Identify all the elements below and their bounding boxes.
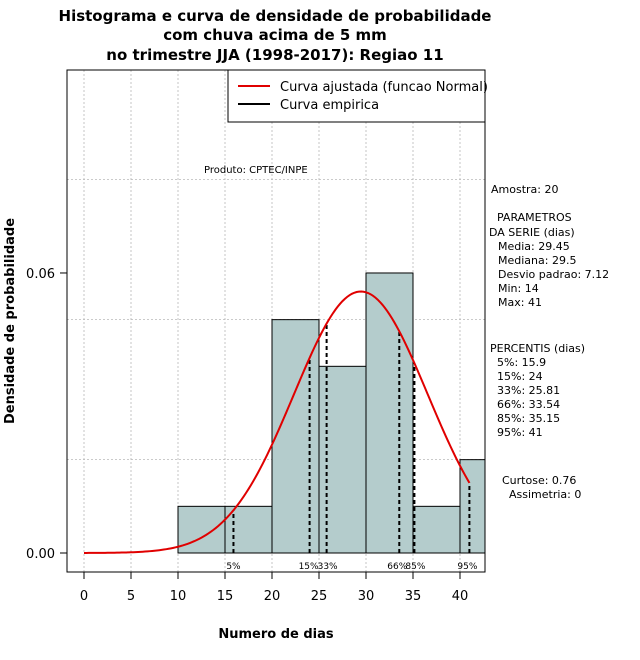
histogram-bar [271, 319, 320, 554]
legend: Curva ajustada (funcao Normal) Curva emp… [227, 69, 488, 123]
y-axis: 0.00 0.06 [26, 267, 68, 562]
params-title-1: PARAMETROS [497, 211, 572, 224]
statistics-panel: Amostra: 20 PARAMETROS DA SERIE (dias) M… [489, 183, 609, 501]
histogram-bar [412, 505, 461, 554]
y-tick-label: 0.06 [26, 267, 55, 282]
chart-title-line-2: com chuva acima de 5 mm [163, 26, 387, 44]
x-tick-label: 0 [80, 589, 88, 604]
x-tick-label: 30 [358, 589, 375, 604]
x-tick-label: 35 [405, 589, 422, 604]
pct-66: 66%: 33.54 [497, 398, 560, 411]
histogram-bar [177, 505, 226, 554]
percentile-label: 85% [405, 562, 425, 572]
x-tick-label: 5 [127, 589, 135, 604]
percentile-label: 33% [318, 562, 338, 572]
legend-box [227, 69, 486, 123]
x-tick-label: 40 [452, 589, 469, 604]
pct-95: 95%: 41 [497, 426, 543, 439]
pct-33: 33%: 25.81 [497, 384, 560, 397]
histogram-bar [365, 272, 414, 554]
chart-title-line-3: no trimestre JJA (1998-2017): Regiao 11 [106, 46, 443, 64]
stat-max: Max: 41 [498, 296, 542, 309]
percentile-label: 5% [226, 562, 241, 572]
x-axis: 0 5 10 15 20 25 30 35 40 [80, 571, 469, 604]
stat-min: Min: 14 [498, 282, 539, 295]
pct-15: 15%: 24 [497, 370, 543, 383]
percentile-label: 95% [457, 562, 477, 572]
pct-85: 85%: 35.15 [497, 412, 560, 425]
params-title-2: DA SERIE (dias) [489, 226, 575, 239]
stat-media: Media: 29.45 [498, 240, 570, 253]
normal-curve-line [83, 290, 471, 554]
percentile-label: 66% [387, 562, 407, 572]
percentis-title: PERCENTIS (dias) [490, 342, 585, 355]
y-tick-label: 0.00 [26, 547, 55, 562]
stat-mediana: Mediana: 29.5 [498, 254, 576, 267]
percentile-lines: 5% 15%33% 66%85% 95% [226, 323, 478, 572]
x-tick-label: 20 [264, 589, 281, 604]
legend-label-normal: Curva ajustada (funcao Normal) [280, 80, 488, 95]
pct-5: 5%: 15.9 [497, 356, 546, 369]
x-axis-title: Numero de dias [218, 627, 334, 642]
x-tick-label: 10 [170, 589, 187, 604]
stat-assimetria: Assimetria: 0 [509, 488, 581, 501]
product-credit: Produto: CPTEC/INPE [204, 165, 308, 176]
percentile-label: 15% [299, 562, 319, 572]
stat-curtose: Curtose: 0.76 [502, 474, 576, 487]
x-tick-label: 15 [217, 589, 234, 604]
sample-size: Amostra: 20 [491, 183, 558, 196]
x-tick-label: 25 [311, 589, 328, 604]
stat-desvio: Desvio padrao: 7.12 [498, 268, 609, 281]
y-axis-title: Densidade de probabilidade [3, 218, 18, 424]
legend-label-empirical: Curva empirica [280, 98, 379, 113]
chart-title-line-1: Histograma e curva de densidade de proba… [59, 7, 492, 25]
